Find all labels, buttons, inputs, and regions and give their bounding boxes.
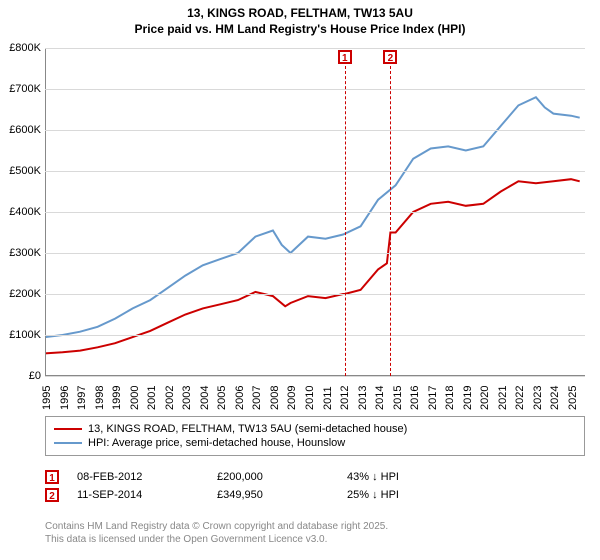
sale-row-marker: 2 <box>45 488 59 502</box>
grid-line <box>45 171 585 172</box>
x-tick-label: 2004 <box>199 386 211 410</box>
x-tick-label: 2016 <box>409 386 421 410</box>
x-tick-label: 2021 <box>497 386 509 410</box>
x-tick-label: 1997 <box>76 386 88 410</box>
grid-line <box>45 89 585 90</box>
sale-hpi-diff: 43% ↓ HPI <box>347 471 477 483</box>
chart-container: 13, KINGS ROAD, FELTHAM, TW13 5AU Price … <box>0 0 600 560</box>
sale-price: £349,950 <box>217 489 347 501</box>
y-tick-label: £0 <box>29 370 41 382</box>
x-tick-label: 2008 <box>269 386 281 410</box>
footer-line2: This data is licensed under the Open Gov… <box>45 533 388 546</box>
x-tick-label: 2024 <box>549 386 561 410</box>
x-tick-label: 2012 <box>339 386 351 410</box>
sale-row-marker: 1 <box>45 470 59 484</box>
x-tick-label: 2006 <box>234 386 246 410</box>
x-tick-label: 2020 <box>479 386 491 410</box>
legend-row: HPI: Average price, semi-detached house,… <box>54 437 576 449</box>
x-tick-label: 1999 <box>111 386 123 410</box>
legend-label: HPI: Average price, semi-detached house,… <box>88 437 345 449</box>
sale-hpi-diff: 25% ↓ HPI <box>347 489 477 501</box>
x-tick-label: 1995 <box>41 386 53 410</box>
x-tick-label: 2013 <box>357 386 369 410</box>
x-tick-label: 1998 <box>94 386 106 410</box>
series-price-paid <box>45 179 580 353</box>
x-tick-label: 2002 <box>164 386 176 410</box>
legend-swatch <box>54 442 82 444</box>
sale-marker: 2 <box>383 50 397 64</box>
footer-line1: Contains HM Land Registry data © Crown c… <box>45 520 388 533</box>
x-tick-label: 1996 <box>59 386 71 410</box>
x-tick-label: 2023 <box>532 386 544 410</box>
x-tick-label: 2015 <box>392 386 404 410</box>
x-tick-label: 2005 <box>216 386 228 410</box>
grid-line <box>45 48 585 49</box>
legend-swatch <box>54 428 82 430</box>
sale-date: 11-SEP-2014 <box>77 489 217 501</box>
x-tick-label: 2000 <box>129 386 141 410</box>
x-tick-label: 2022 <box>514 386 526 410</box>
y-tick-label: £200K <box>9 288 41 300</box>
chart-title: 13, KINGS ROAD, FELTHAM, TW13 5AU Price … <box>0 0 600 37</box>
x-tick-label: 2017 <box>427 386 439 410</box>
sale-row: 2 11-SEP-2014£349,95025% ↓ HPI <box>45 488 585 502</box>
x-tick-label: 2025 <box>567 386 579 410</box>
x-tick-label: 2007 <box>251 386 263 410</box>
y-tick-label: £700K <box>9 83 41 95</box>
sale-marker-line <box>345 66 346 376</box>
sales-table: 1 08-FEB-2012£200,00043% ↓ HPI 2 11-SEP-201… <box>45 466 585 506</box>
legend-row: 13, KINGS ROAD, FELTHAM, TW13 5AU (semi-… <box>54 423 576 435</box>
y-tick-label: £600K <box>9 124 41 136</box>
y-tick-label: £500K <box>9 165 41 177</box>
y-tick-label: £400K <box>9 206 41 218</box>
title-line1: 13, KINGS ROAD, FELTHAM, TW13 5AU <box>0 6 600 22</box>
grid-line <box>45 376 585 377</box>
plot-area: £0£100K£200K£300K£400K£500K£600K£700K£80… <box>45 48 585 376</box>
sale-row: 1 08-FEB-2012£200,00043% ↓ HPI <box>45 470 585 484</box>
x-tick-label: 2018 <box>444 386 456 410</box>
legend: 13, KINGS ROAD, FELTHAM, TW13 5AU (semi-… <box>45 416 585 456</box>
title-line2: Price paid vs. HM Land Registry's House … <box>0 22 600 38</box>
x-tick-label: 2011 <box>322 386 334 410</box>
x-tick-label: 2001 <box>146 386 158 410</box>
x-tick-label: 2003 <box>181 386 193 410</box>
x-tick-label: 2019 <box>462 386 474 410</box>
legend-label: 13, KINGS ROAD, FELTHAM, TW13 5AU (semi-… <box>88 423 407 435</box>
series-hpi <box>45 97 580 337</box>
sale-marker-line <box>390 66 391 376</box>
sale-price: £200,000 <box>217 471 347 483</box>
sale-marker: 1 <box>338 50 352 64</box>
grid-line <box>45 130 585 131</box>
y-tick-label: £800K <box>9 42 41 54</box>
grid-line <box>45 294 585 295</box>
x-tick-label: 2014 <box>374 386 386 410</box>
x-tick-label: 2010 <box>304 386 316 410</box>
sale-date: 08-FEB-2012 <box>77 471 217 483</box>
x-tick-label: 2009 <box>286 386 298 410</box>
grid-line <box>45 335 585 336</box>
grid-line <box>45 253 585 254</box>
y-tick-label: £100K <box>9 329 41 341</box>
grid-line <box>45 212 585 213</box>
footer: Contains HM Land Registry data © Crown c… <box>45 520 388 546</box>
y-tick-label: £300K <box>9 247 41 259</box>
